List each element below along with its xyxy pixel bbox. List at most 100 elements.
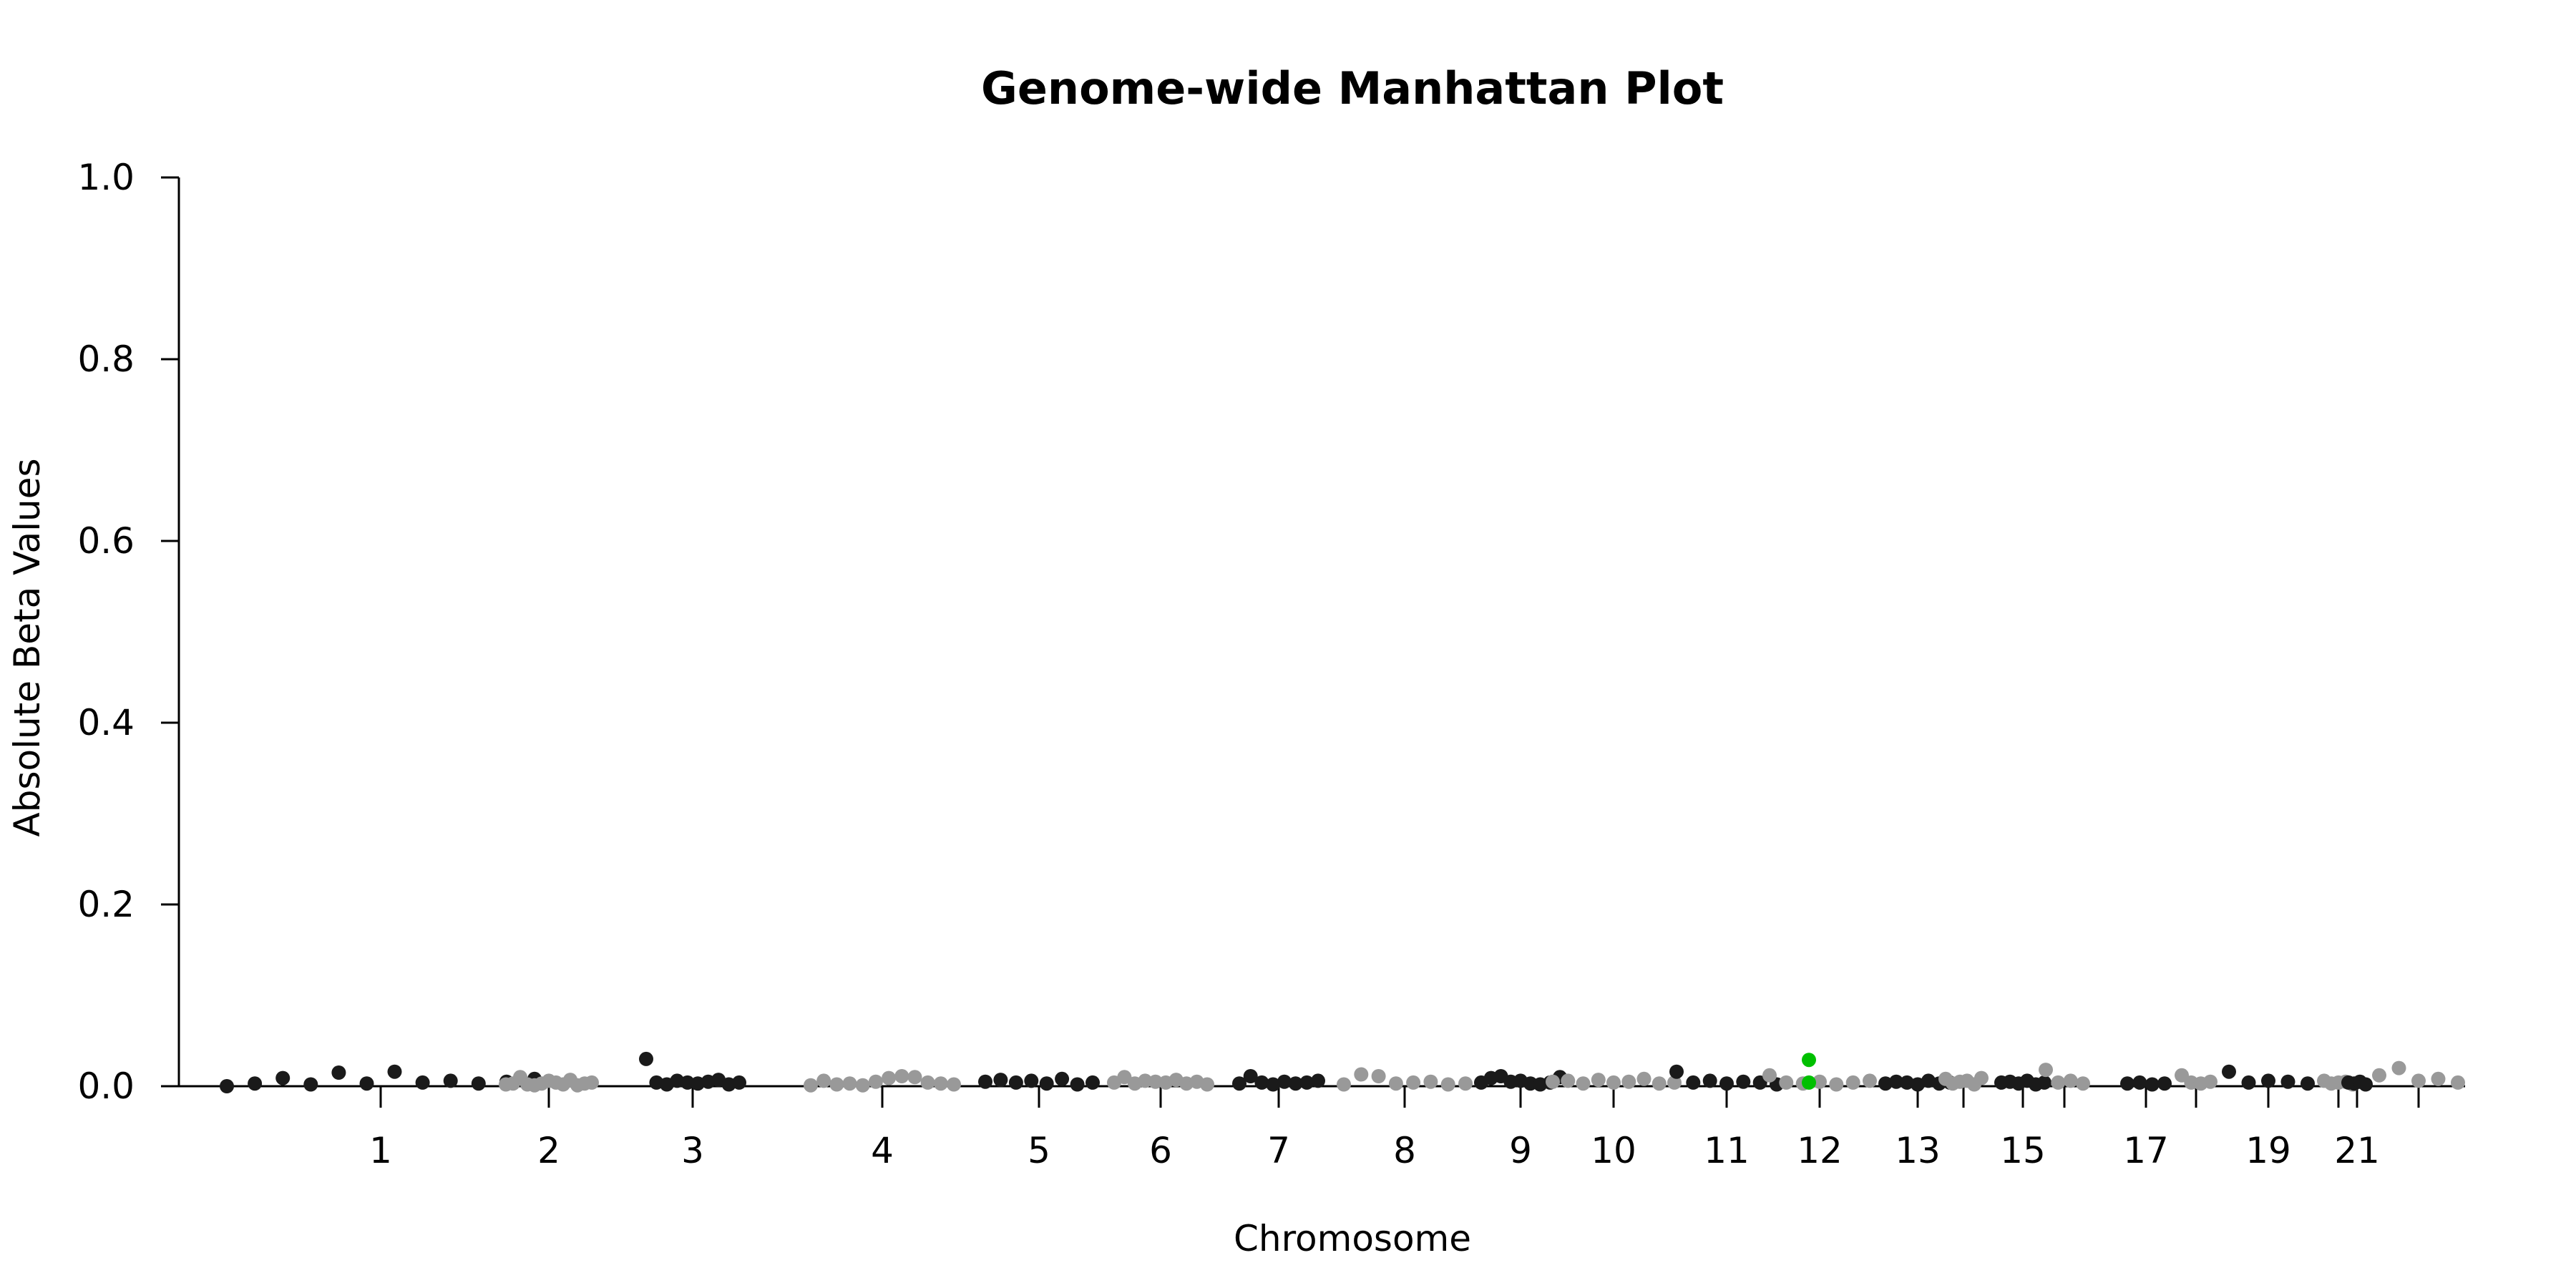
x-tick-label: 13: [1895, 1130, 1941, 1171]
x-tick-label: 9: [1509, 1130, 1532, 1171]
x-tick-label: 6: [1149, 1130, 1172, 1171]
x-tick-label: 1: [369, 1130, 392, 1171]
data-point: [1636, 1071, 1652, 1086]
data-point: [2203, 1074, 2218, 1089]
data-point: [639, 1051, 653, 1066]
data-point: [1829, 1077, 1844, 1092]
data-point: [415, 1075, 430, 1090]
data-point: [1085, 1075, 1100, 1090]
data-point: [680, 1075, 695, 1090]
data-point: [1719, 1076, 1734, 1091]
x-tick-label: 3: [681, 1130, 704, 1171]
data-point: [1779, 1075, 1794, 1090]
data-point: [907, 1070, 922, 1085]
data-point: [894, 1069, 909, 1083]
data-point: [816, 1073, 831, 1088]
x-axis-label: Chromosome: [1234, 1218, 1471, 1259]
data-point: [920, 1075, 935, 1090]
y-tick-label: 0.0: [77, 1065, 135, 1107]
data-point: [1039, 1076, 1054, 1091]
data-point: [471, 1076, 486, 1091]
data-point: [1911, 1077, 1925, 1092]
data-point: [1813, 1074, 1827, 1089]
y-tick-label: 0.4: [77, 702, 135, 743]
data-point: [732, 1075, 746, 1090]
data-point: [585, 1075, 599, 1090]
data-point: [1621, 1074, 1636, 1089]
data-point: [1669, 1064, 1684, 1079]
data-point: [842, 1076, 857, 1091]
data-point: [1254, 1075, 1269, 1090]
data-point: [1652, 1076, 1667, 1091]
data-point: [1337, 1077, 1351, 1092]
data-point: [275, 1070, 291, 1085]
x-tick-label: 15: [2000, 1130, 2046, 1171]
data-point: [2411, 1073, 2426, 1088]
data-points: [220, 1051, 2465, 1093]
data-point: [2222, 1064, 2236, 1079]
data-point: [387, 1064, 402, 1079]
data-point: [443, 1073, 458, 1088]
data-point: [1606, 1075, 1621, 1090]
highlighted-data-point: [1802, 1053, 1816, 1068]
data-point: [1008, 1075, 1023, 1090]
data-point: [2063, 1073, 2078, 1088]
data-point: [1266, 1077, 1281, 1092]
data-point: [1762, 1068, 1777, 1083]
data-point: [2261, 1073, 2275, 1088]
data-point: [1576, 1076, 1591, 1091]
data-point: [1243, 1069, 1258, 1083]
data-point: [1974, 1070, 1989, 1085]
y-tick-label: 0.2: [77, 884, 135, 925]
data-point: [331, 1065, 346, 1080]
data-point: [1423, 1074, 1438, 1089]
x-tick-label: 21: [2334, 1130, 2380, 1171]
data-point: [1845, 1075, 1860, 1090]
data-point: [855, 1078, 870, 1093]
data-point: [1371, 1069, 1386, 1083]
data-point: [2120, 1076, 2135, 1091]
data-point: [1591, 1073, 1606, 1088]
data-point: [1889, 1074, 1903, 1089]
highlighted-data-point: [1802, 1075, 1816, 1090]
data-point: [2358, 1077, 2373, 1092]
data-point: [933, 1076, 948, 1091]
data-point: [1686, 1075, 1701, 1090]
data-point: [1878, 1076, 1893, 1091]
data-point: [1863, 1073, 1877, 1088]
data-point: [248, 1076, 263, 1091]
data-point: [1277, 1074, 1292, 1089]
data-point: [868, 1074, 883, 1089]
data-point: [1299, 1075, 1314, 1090]
x-tick-label: 8: [1393, 1130, 1416, 1171]
data-point: [1900, 1075, 1914, 1090]
x-tick-label: 2: [537, 1130, 560, 1171]
data-point: [220, 1079, 234, 1093]
data-point: [1736, 1074, 1751, 1089]
x-tick-label: 4: [871, 1130, 894, 1171]
data-point: [2039, 1063, 2053, 1078]
data-point: [2391, 1060, 2406, 1075]
data-point: [1406, 1075, 1421, 1090]
data-point: [1232, 1076, 1246, 1091]
x-tick-label: 11: [1704, 1130, 1750, 1171]
data-point: [359, 1076, 374, 1091]
data-point: [1354, 1067, 1369, 1082]
y-tick-label: 1.0: [77, 157, 135, 198]
data-point: [1458, 1076, 1473, 1091]
data-point: [303, 1077, 318, 1092]
data-point: [2241, 1075, 2256, 1090]
data-point: [2076, 1076, 2090, 1091]
x-tick-label: 17: [2123, 1130, 2169, 1171]
data-point: [2145, 1077, 2160, 1092]
data-point: [1921, 1073, 1936, 1088]
y-tick-label: 0.8: [77, 338, 135, 380]
data-point: [882, 1070, 897, 1085]
data-point: [1055, 1071, 1070, 1086]
data-point: [2132, 1075, 2147, 1090]
data-point: [993, 1073, 1008, 1088]
x-tick-label: 7: [1267, 1130, 1290, 1171]
x-tick-label: 10: [1591, 1130, 1636, 1171]
data-point: [2372, 1068, 2386, 1083]
